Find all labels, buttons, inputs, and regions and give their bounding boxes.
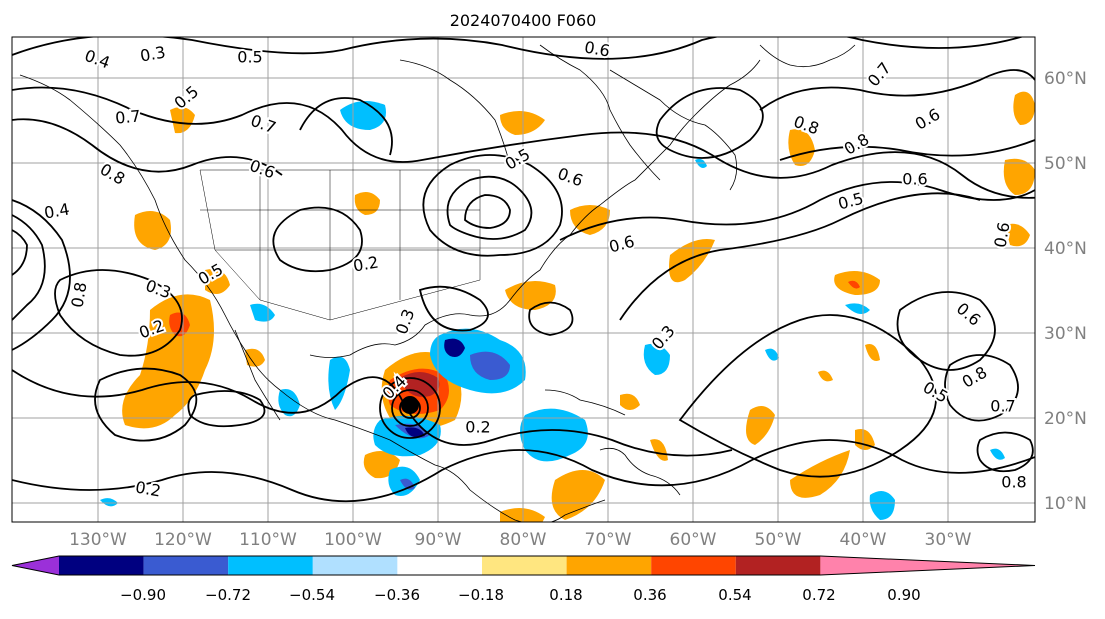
shade-orange: [790, 450, 850, 498]
colorbar-segment: [59, 556, 144, 575]
colorbar-tick-labels: −0.90 −0.72 −0.54 −0.36 −0.18 0.18 0.36 …: [120, 586, 921, 604]
shade-cyan: [373, 416, 441, 457]
shade-orange: [855, 429, 875, 450]
state-borders: [199, 169, 481, 321]
shade-orange: [134, 211, 171, 250]
coastlines: [19, 44, 856, 522]
lat-label: 20°N: [1044, 409, 1087, 429]
colorbar-segment: [651, 556, 736, 575]
shade-cyan: [250, 303, 275, 322]
shade-orange: [669, 239, 715, 283]
lon-label: 60°W: [670, 530, 717, 550]
colorbar-tick: −0.90: [120, 586, 166, 604]
lat-label: 30°N: [1044, 324, 1087, 344]
colorbar-segment: [12, 556, 59, 575]
shade-orange: [1013, 91, 1035, 125]
contour-label: 0.2: [134, 477, 162, 500]
shade-cyan: [765, 348, 779, 361]
shade-orange: [650, 439, 668, 461]
lon-label: 130°W: [69, 530, 127, 550]
shade-orange: [245, 348, 265, 367]
lon-label: 70°W: [585, 530, 632, 550]
shade-navy: [405, 427, 425, 438]
shade-blue: [470, 351, 510, 380]
lon-label: 100°W: [324, 530, 382, 550]
contour-label: 0.6: [583, 37, 611, 60]
colorbar-tick: 0.36: [633, 586, 666, 604]
shade-orange: [1005, 223, 1030, 247]
shade-orange: [746, 406, 775, 445]
colorbar-segment: [820, 556, 1035, 575]
colorbar-tick: −0.72: [205, 586, 251, 604]
shade-cyan: [643, 343, 670, 375]
shade-navy: [444, 338, 465, 357]
colorbar-tick: 0.72: [802, 586, 835, 604]
contour-label: 0.5: [237, 48, 262, 67]
lon-label: 40°W: [840, 530, 887, 550]
contour-label: 0.2: [465, 418, 490, 437]
colorbar-segment: [735, 556, 821, 575]
colorbar-segment: [312, 556, 398, 575]
storm-center-marker: [401, 396, 419, 414]
graticule: [12, 37, 1035, 522]
longitude-labels: 130°W 120°W 110°W 100°W 90°W 80°W 70°W 6…: [69, 530, 972, 550]
map-title: 2024070400 F060: [450, 11, 597, 30]
contour-label: 0.7: [114, 106, 141, 127]
colorbar-tick: 0.18: [549, 586, 582, 604]
lat-label: 50°N: [1044, 154, 1087, 174]
shade-orange: [205, 269, 230, 294]
shade-orange: [1003, 158, 1035, 195]
shade-cyan: [990, 448, 1005, 460]
map-frame: [11, 36, 1036, 523]
colorbar-tick: 0.90: [887, 586, 920, 604]
shade-orange: [818, 370, 833, 382]
colorbar-segment: [397, 556, 482, 575]
colorbar-tick: 0.54: [718, 586, 751, 604]
contour-lines: [12, 37, 1035, 503]
colorbar: −0.90 −0.72 −0.54 −0.36 −0.18 0.18 0.36 …: [11, 555, 1036, 604]
shade-red: [848, 280, 860, 289]
shade-cyan: [100, 498, 118, 507]
colorbar-segment: [228, 556, 313, 575]
lat-label: 40°N: [1044, 239, 1087, 259]
lon-label: 80°W: [500, 530, 547, 550]
shade-red: [169, 312, 190, 337]
lat-label: 60°N: [1044, 69, 1087, 89]
shade-orange: [551, 470, 605, 520]
colorbar-tick: −0.18: [458, 586, 504, 604]
shade-orange: [865, 344, 880, 361]
shade-orange: [122, 294, 214, 429]
contour-label: 0.7: [990, 397, 1015, 416]
colorbar-segment: [566, 556, 652, 575]
shade-orange: [570, 205, 610, 235]
lon-label: 50°W: [755, 530, 802, 550]
colorbar-segment: [143, 556, 229, 575]
shade-orange: [620, 393, 640, 410]
colorbar-tick: −0.54: [289, 586, 335, 604]
colorbar-outline: [11, 555, 1036, 576]
shade-orange: [354, 191, 380, 215]
shade-orange: [788, 129, 815, 166]
colorbar-segments: [11, 555, 1036, 576]
colorbar-segment: [482, 556, 567, 575]
lon-label: 110°W: [239, 530, 297, 550]
contour-label: 0.8: [67, 281, 90, 309]
shade-cyan: [869, 491, 895, 520]
lat-label: 10°N: [1044, 494, 1087, 514]
contour-label: 0.6: [902, 170, 927, 189]
lon-label: 90°W: [415, 530, 462, 550]
contour-label: 0.8: [1001, 473, 1026, 492]
shade-cyan: [278, 389, 300, 417]
lon-label: 120°W: [154, 530, 212, 550]
lon-label: 30°W: [925, 530, 972, 550]
latitude-labels: 60°N 50°N 40°N 30°N 20°N 10°N: [1044, 69, 1087, 514]
shade-cyan: [845, 303, 870, 314]
colorbar-tick: −0.36: [374, 586, 420, 604]
shade-cyan: [520, 408, 588, 462]
